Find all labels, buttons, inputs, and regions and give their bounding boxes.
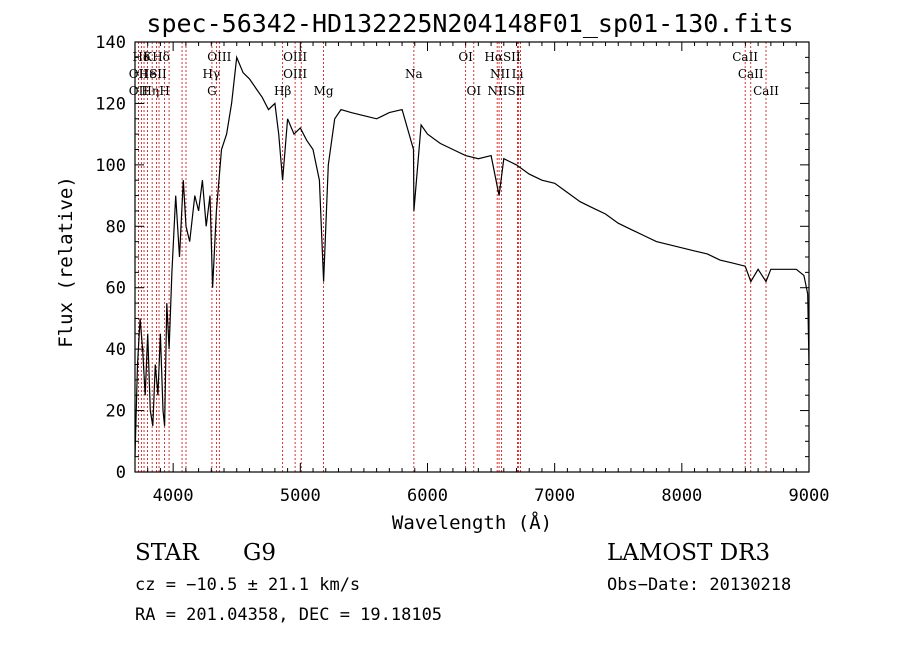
line-label: OIII — [283, 67, 307, 81]
line-label: OIII — [283, 50, 307, 64]
redshift-text: cz = −10.5 ± 21.1 km/s — [135, 575, 360, 595]
line-label: OIII — [207, 50, 231, 64]
y-tick-label: 60 — [106, 279, 126, 299]
object-type: STAR — [135, 540, 199, 566]
line-label: CaII — [738, 67, 764, 81]
line-label: Hβ — [274, 84, 291, 98]
y-tick-label: 20 — [106, 402, 126, 422]
chart-title: spec-56342-HD132225N204148F01_sp01-130.f… — [146, 9, 793, 38]
line-label: OII — [129, 84, 149, 98]
line-label: OII — [129, 67, 149, 81]
x-tick-label: 9000 — [789, 486, 830, 506]
x-tick-label: 8000 — [661, 486, 702, 506]
line-label: H — [159, 84, 169, 98]
line-label: SII — [149, 67, 167, 81]
line-label: HαSII — [484, 50, 521, 64]
line-label: He — [139, 67, 157, 81]
x-tick-label: 7000 — [534, 486, 575, 506]
spectrum-line — [134, 55, 810, 457]
line-label: Li — [512, 67, 524, 81]
line-markers — [138, 42, 767, 472]
x-tick-label: 6000 — [407, 486, 448, 506]
x-axis-label: Wavelength (Å) — [392, 511, 552, 534]
y-tick-label: 0 — [116, 463, 126, 483]
y-tick-label: 80 — [106, 217, 126, 237]
line-label: Hγ — [202, 67, 220, 81]
line-label: Hδ — [152, 50, 170, 64]
line-label: NIISII — [487, 84, 525, 98]
line-label: Hη — [141, 84, 159, 98]
y-tick-label: 140 — [95, 33, 126, 53]
x-tick-label: 5000 — [280, 486, 321, 506]
line-label: Hδ — [133, 50, 151, 64]
x-axis: 4000 5000 6000 7000 8000 9000 — [134, 42, 830, 506]
line-label: OI — [466, 84, 481, 98]
x-tick-label: 4000 — [153, 486, 194, 506]
line-label: NII — [490, 67, 510, 81]
line-label: Mg — [314, 84, 334, 98]
line-label: CaII — [753, 84, 779, 98]
y-axis: 0 20 40 60 80 100 120 140 — [95, 33, 809, 483]
line-label: CaII — [732, 50, 758, 64]
plot-frame — [134, 41, 810, 473]
y-tick-label: 100 — [95, 156, 126, 176]
y-tick-label: 120 — [95, 94, 126, 114]
y-tick-label: 40 — [106, 340, 126, 360]
line-label: OI — [458, 50, 473, 64]
survey-name: LAMOST DR3 — [607, 540, 770, 566]
line-label: K — [143, 50, 153, 64]
coordinates: RA = 201.04358, DEC = 19.18105 — [135, 605, 442, 625]
line-label: Na — [405, 67, 423, 81]
obs-date: Obs−Date: 20130218 — [607, 575, 791, 595]
y-axis-label: Flux (relative) — [55, 176, 77, 348]
subclass: G9 — [243, 540, 276, 566]
line-label: G — [207, 84, 217, 98]
